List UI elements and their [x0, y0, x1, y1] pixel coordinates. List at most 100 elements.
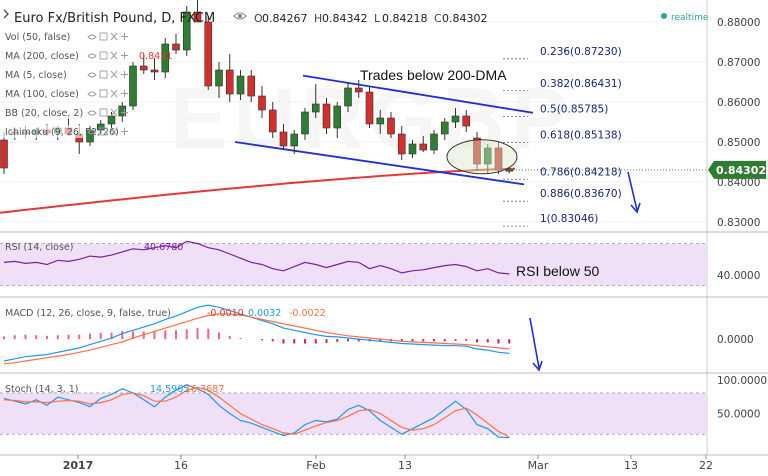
- price-tick-label: 0.88000: [717, 17, 760, 29]
- eye-icon[interactable]: [233, 12, 247, 20]
- ohlc-values: O 0.84267 H 0.84342 L 0.84218 C 0.84302: [254, 12, 488, 25]
- ohlc-value: 0.84342: [322, 12, 368, 25]
- indicator-label: MA (100, close): [5, 89, 79, 100]
- candle-body: [247, 75, 256, 97]
- add-icon[interactable]: [121, 52, 128, 59]
- x-tick-label: 13: [624, 459, 638, 472]
- eye-icon[interactable]: [87, 34, 97, 40]
- candle-body: [258, 95, 266, 111]
- candle-body: [311, 103, 320, 113]
- close-icon[interactable]: [110, 127, 118, 136]
- add-icon[interactable]: [121, 109, 128, 116]
- header-icons[interactable]: [233, 12, 247, 20]
- indicator-label-bg: [3, 87, 85, 100]
- close-icon[interactable]: [110, 89, 118, 98]
- candle-body: [236, 75, 245, 95]
- price-pane: 0.236(0.87230) 0.382(0.86431) 0.5(0.85785)…: [0, 0, 707, 227]
- price-tick-label: 0.87000: [717, 57, 760, 69]
- candle-body: [279, 131, 288, 147]
- ohlc-key: L: [374, 12, 381, 25]
- add-icon[interactable]: [121, 71, 128, 78]
- candle-body: [430, 133, 438, 151]
- stoch-title: Stoch (14, 3, 1): [5, 384, 79, 395]
- price-tick-label: 0.86000: [717, 97, 760, 109]
- collapse-icon[interactable]: [3, 9, 9, 19]
- candle-body: [494, 147, 503, 171]
- eye-icon[interactable]: [87, 129, 97, 135]
- candle-body: [0, 139, 8, 169]
- fib-level-label: 0.382(0.86431): [540, 78, 622, 90]
- macd-pane: MACD (12, 26, close, 9, false, true) -0.0…: [3, 304, 511, 365]
- add-icon[interactable]: [121, 33, 128, 40]
- settings-icon[interactable]: [99, 70, 108, 79]
- down-arrow-icon: [627, 171, 641, 214]
- indicator-label-bg: [3, 30, 85, 43]
- indicator-controls[interactable]: [87, 127, 128, 136]
- candle-body: [473, 137, 481, 165]
- candle-body: [225, 69, 234, 95]
- rsi-band: [0, 243, 707, 286]
- stoch-k-value: 14.5965: [150, 384, 189, 395]
- candle-body: [182, 11, 191, 51]
- indicator-controls[interactable]: [87, 51, 128, 60]
- x-tick-label: 13: [398, 459, 412, 472]
- add-icon[interactable]: [121, 90, 128, 97]
- candle-body: [333, 105, 342, 129]
- macd-value: 0.0032: [248, 308, 281, 319]
- macd-title: MACD (12, 26, close, 9, false, true): [5, 308, 171, 319]
- indicator-label-bg: [3, 125, 85, 138]
- settings-icon[interactable]: [99, 89, 108, 98]
- candle-body: [204, 21, 213, 87]
- last-price-tag: [708, 160, 766, 179]
- indicator-label-bg: [3, 68, 85, 81]
- rsi-line: [3, 240, 510, 275]
- indicator-controls[interactable]: [87, 108, 128, 117]
- close-icon[interactable]: [110, 70, 118, 79]
- fib-level-label: 0.618(0.85138): [540, 129, 622, 141]
- indicator-controls[interactable]: [87, 32, 128, 41]
- indicator-label: MA (200, close): [5, 51, 79, 62]
- macd-value: -0.0010: [207, 308, 244, 319]
- fib-level-label: 1(0.83046): [540, 213, 598, 225]
- ohlc-value: 0.84218: [382, 12, 428, 25]
- eye-icon[interactable]: [87, 91, 97, 97]
- settings-icon[interactable]: [99, 127, 108, 136]
- candle-body: [322, 103, 331, 129]
- settings-icon[interactable]: [99, 51, 108, 60]
- settings-icon[interactable]: [99, 32, 108, 41]
- settings-icon[interactable]: [99, 108, 108, 117]
- indicator-label: Vol (50, false): [5, 32, 70, 43]
- close-icon[interactable]: [110, 108, 118, 117]
- eye-icon[interactable]: [87, 53, 97, 59]
- price-tick-label: 0.85000: [717, 137, 760, 149]
- rsi-title: RSI (14, close): [5, 242, 73, 253]
- candle-body: [172, 43, 180, 51]
- close-icon[interactable]: [110, 51, 118, 60]
- indicator-controls[interactable]: [87, 70, 128, 79]
- candle-body: [440, 121, 449, 135]
- realtime-status: realtime: [661, 13, 709, 23]
- x-tick-label: 2017: [63, 459, 94, 472]
- stoch-d-value: 16.3687: [185, 384, 224, 395]
- eye-icon[interactable]: [87, 72, 97, 78]
- close-icon[interactable]: [110, 32, 118, 41]
- indicator-label: BB (20, close, 2): [5, 108, 83, 119]
- signal-line: [3, 313, 510, 365]
- ohlc-value: 0.84267: [262, 12, 308, 25]
- indicator-label: MA (5, close): [5, 70, 67, 81]
- last-price-label: 0.84302: [716, 164, 766, 177]
- candle-body: [451, 115, 460, 123]
- eye-icon[interactable]: [87, 110, 97, 116]
- candle-body: [365, 91, 374, 125]
- ohlc-value: 0.84302: [442, 12, 488, 25]
- candle-body: [107, 115, 116, 125]
- add-icon[interactable]: [121, 128, 128, 135]
- indicator-controls[interactable]: [87, 89, 128, 98]
- candle-body: [268, 109, 277, 133]
- candle-body: [408, 143, 417, 155]
- x-tick-label: Feb: [306, 459, 325, 472]
- candle-body: [483, 147, 492, 165]
- axes: 0.88000 0.87000 0.86000 0.85000 0.84000 0.830…: [63, 17, 767, 472]
- candle-body: [462, 115, 471, 127]
